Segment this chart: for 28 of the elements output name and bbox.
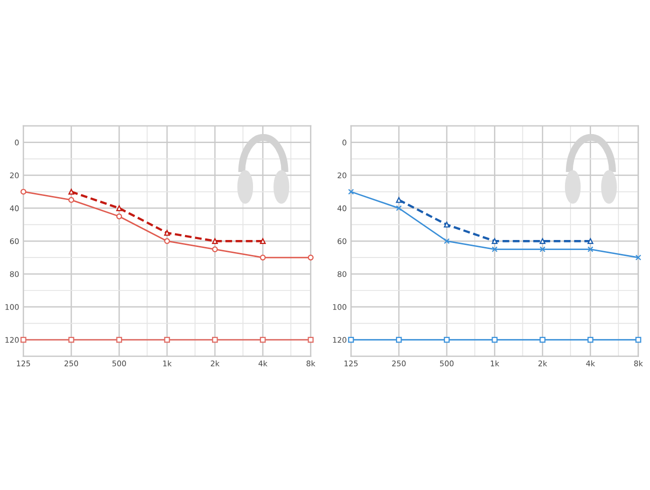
- point: [348, 336, 354, 343]
- point: [348, 188, 354, 195]
- point: [396, 336, 402, 343]
- point: [635, 336, 642, 343]
- point: [116, 213, 122, 220]
- point: [444, 336, 450, 343]
- point: [308, 336, 314, 343]
- point: [588, 246, 594, 252]
- point: [260, 254, 266, 260]
- point: [540, 246, 546, 252]
- point: [260, 336, 266, 343]
- point: [212, 246, 218, 252]
- point: [396, 205, 402, 212]
- point: [68, 197, 74, 203]
- point: [164, 336, 170, 343]
- point: [116, 336, 122, 343]
- point: [20, 188, 26, 195]
- point: [444, 238, 450, 244]
- point: [164, 238, 170, 244]
- point: [68, 336, 74, 343]
- point: [588, 336, 594, 343]
- point: [492, 336, 498, 343]
- point: [212, 336, 218, 343]
- point: [540, 336, 546, 343]
- point: [308, 254, 314, 260]
- point: [20, 336, 26, 343]
- point: [635, 254, 642, 260]
- point: [492, 246, 498, 252]
